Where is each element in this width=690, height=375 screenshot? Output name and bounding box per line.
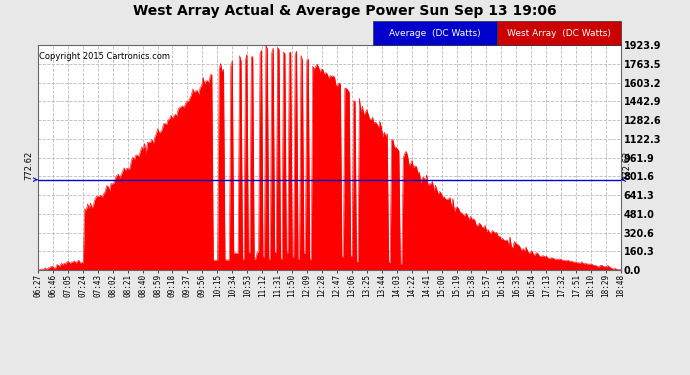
Text: West Array Actual & Average Power Sun Sep 13 19:06: West Array Actual & Average Power Sun Se… (133, 4, 557, 18)
Text: 772.62: 772.62 (24, 150, 33, 180)
Text: West Array  (DC Watts): West Array (DC Watts) (507, 29, 611, 38)
Text: Average  (DC Watts): Average (DC Watts) (389, 29, 480, 38)
Text: 772.62: 772.62 (622, 150, 631, 180)
Text: Copyright 2015 Cartronics.com: Copyright 2015 Cartronics.com (39, 52, 170, 61)
